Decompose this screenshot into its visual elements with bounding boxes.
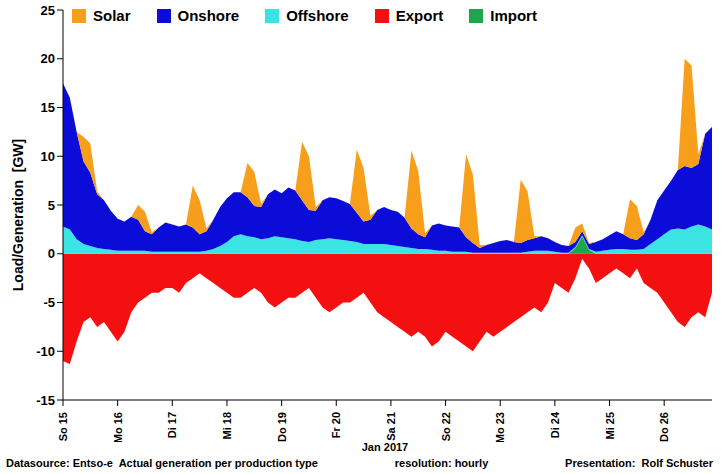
svg-text:Di 24: Di 24 <box>549 411 561 438</box>
html-text:resolution: hourly: resolution: hourly <box>394 457 489 469</box>
svg-text:Do 26: Do 26 <box>658 412 670 442</box>
svg-text:-10: -10 <box>36 344 55 359</box>
svg-text:Mi 18: Mi 18 <box>221 412 233 440</box>
svg-text:20: 20 <box>41 51 55 66</box>
html-text:Datasource: Entso-e Actual gen: Datasource: Entso-e Actual generation pe… <box>6 457 318 469</box>
html-text:Load/Generation [GW]: Load/Generation [GW] <box>10 138 26 292</box>
html-text:Export: Export <box>395 7 444 24</box>
html-text:Offshore: Offshore <box>286 7 349 24</box>
html-text:Solar: Solar <box>93 7 131 24</box>
svg-text:5: 5 <box>48 198 55 213</box>
svg-text:0: 0 <box>48 246 55 261</box>
html-text:Presentation: Rolf Schuster: Presentation: Rolf Schuster <box>565 457 713 469</box>
svg-text:10: 10 <box>41 149 55 164</box>
svg-text:Di 17: Di 17 <box>166 412 178 438</box>
svg-text:-5: -5 <box>43 295 55 310</box>
svg-text:Mo 23: Mo 23 <box>494 412 506 442</box>
svg-text:So 22: So 22 <box>440 412 452 441</box>
svg-text:15: 15 <box>41 100 55 115</box>
svg-text:Sa 21: Sa 21 <box>385 412 397 441</box>
html-text:Import: Import <box>490 7 537 24</box>
svg-text:Mi 25: Mi 25 <box>604 412 616 440</box>
html-text:Jan 2017: Jan 2017 <box>361 441 409 453</box>
svg-text:25: 25 <box>41 3 55 18</box>
svg-text:-15: -15 <box>36 393 55 408</box>
svg-text:Do 19: Do 19 <box>276 412 288 442</box>
svg-text:So 15: So 15 <box>57 412 69 441</box>
svg-text:Fr 20: Fr 20 <box>330 412 342 438</box>
html-text:Onshore: Onshore <box>177 7 240 24</box>
svg-text:Mo 16: Mo 16 <box>112 412 124 442</box>
